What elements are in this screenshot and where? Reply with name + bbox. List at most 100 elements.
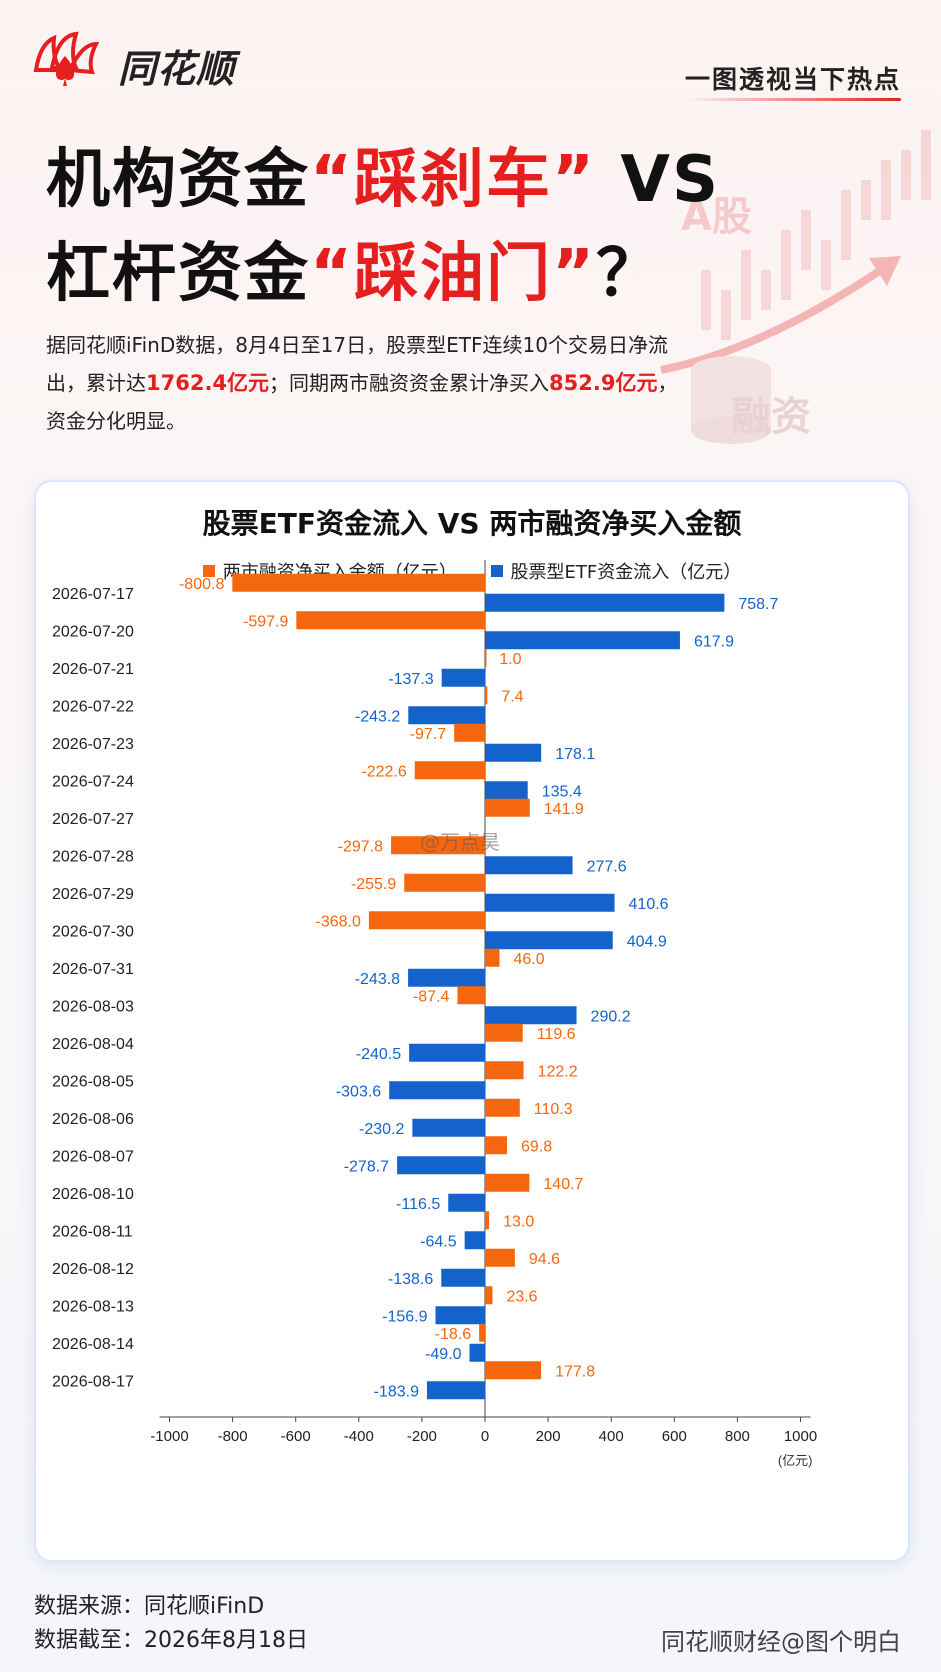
margin-bar xyxy=(485,1248,515,1267)
chart-title: 股票ETF资金流入 VS 两市融资净买入金额 xyxy=(202,507,742,540)
margin-bar xyxy=(485,1211,490,1230)
headline-2-prefix: 杠杆资金 xyxy=(46,237,310,311)
category-label: 2026-07-30 xyxy=(52,923,134,940)
x-tick-label: 200 xyxy=(536,1428,561,1445)
category-label: 2026-07-27 xyxy=(52,811,134,828)
margin-bar xyxy=(368,911,485,930)
etf-bar xyxy=(485,1006,577,1025)
chart-card: 股票ETF资金流入 VS 两市融资净买入金额 两市融资净买入金额（亿元） 股票型… xyxy=(34,480,910,1562)
x-tick-label: 800 xyxy=(725,1428,750,1445)
margin-value-label: -297.8 xyxy=(338,838,383,855)
category-label: 2026-08-13 xyxy=(52,1298,134,1315)
a-share-decor-text: A股 xyxy=(681,194,752,240)
margin-value-label: 141.9 xyxy=(544,801,584,818)
legend-swatch-orange xyxy=(202,565,215,577)
category-label: 2026-08-11 xyxy=(52,1223,133,1240)
x-tick-label: 400 xyxy=(599,1428,624,1445)
margin-value-label: 46.0 xyxy=(514,951,545,968)
watermark: @万点昊 xyxy=(420,830,500,854)
etf-bar xyxy=(485,743,542,762)
margin-bar xyxy=(454,723,485,742)
headline-2-suffix: ？ xyxy=(596,237,663,311)
etf-value-label: -156.9 xyxy=(382,1308,427,1325)
category-label: 2026-07-21 xyxy=(52,661,134,678)
intro-text-2: ；同期两市融资资金累计净买入 xyxy=(269,371,550,395)
x-tick-label: -600 xyxy=(281,1428,311,1445)
category-label: 2026-07-23 xyxy=(52,736,134,753)
headline-1-prefix: 机构资金 xyxy=(46,143,310,217)
category-label: 2026-07-24 xyxy=(52,773,134,790)
etf-bar xyxy=(469,1343,485,1362)
margin-bar xyxy=(485,1286,493,1305)
margin-bar xyxy=(479,1323,485,1342)
category-label: 2026-07-22 xyxy=(52,698,134,715)
margin-value-label: -597.9 xyxy=(243,613,288,630)
intro-text-3: ，资金分化明显。 xyxy=(46,371,678,433)
margin-value-label: -800.8 xyxy=(179,576,224,593)
headline-1-suffix: VS xyxy=(596,143,721,217)
intro-paragraph: 据同花顺iFinD数据，8月4日至17日，股票型ETF连续10个交易日净流出，累… xyxy=(46,326,686,440)
etf-bar xyxy=(412,1118,485,1137)
margin-value-label: -368.0 xyxy=(316,913,361,930)
margin-bar xyxy=(485,1023,523,1042)
margin-value-label: -97.7 xyxy=(410,726,447,743)
etf-value-label: -243.2 xyxy=(355,708,400,725)
etf-value-label: 178.1 xyxy=(555,746,595,763)
etf-bar xyxy=(485,893,615,912)
slogan-underline xyxy=(686,98,901,101)
category-label: 2026-07-17 xyxy=(52,586,134,603)
margin-bar xyxy=(404,873,485,892)
margin-value-label: 1.0 xyxy=(499,651,521,668)
category-label: 2026-07-31 xyxy=(52,961,134,978)
category-label: 2026-08-06 xyxy=(52,1111,134,1128)
etf-bar xyxy=(485,856,573,875)
margin-value-label: 7.4 xyxy=(501,688,523,705)
slogan: 一图透视当下热点 xyxy=(684,65,901,94)
etf-value-label: -240.5 xyxy=(356,1046,401,1063)
etf-bar xyxy=(485,593,725,612)
etf-value-label: -116.5 xyxy=(396,1196,440,1213)
headline-1-highlight: “踩刹车” xyxy=(310,143,597,217)
etf-value-label: -278.7 xyxy=(344,1158,389,1175)
data-source: 数据来源：同花顺iFinD xyxy=(34,1594,265,1619)
margin-bar xyxy=(485,1061,524,1080)
legend-label-etf: 股票型ETF资金流入（亿元） xyxy=(510,562,742,583)
etf-bar xyxy=(485,631,680,650)
margin-bar xyxy=(485,1173,530,1192)
etf-value-label: -230.2 xyxy=(359,1121,404,1138)
etf-value-label: 277.6 xyxy=(587,858,627,875)
category-label: 2026-08-17 xyxy=(52,1373,134,1390)
margin-buy-total: 852.9亿元 xyxy=(549,371,658,395)
x-tick-label: 0 xyxy=(481,1428,489,1445)
margin-bar xyxy=(485,648,487,667)
margin-bar xyxy=(391,836,485,855)
etf-value-label: 404.9 xyxy=(627,933,667,950)
category-label: 2026-08-07 xyxy=(52,1148,134,1165)
etf-value-label: -49.0 xyxy=(425,1346,462,1363)
margin-value-label: 119.6 xyxy=(537,1026,576,1043)
legend-item-etf: 股票型ETF资金流入（亿元） xyxy=(490,558,742,584)
etf-value-label: -243.8 xyxy=(355,971,400,988)
etf-bar xyxy=(435,1306,485,1325)
margin-bar xyxy=(485,1136,508,1155)
etf-bar xyxy=(408,968,485,987)
x-tick-label: 1000 xyxy=(784,1428,817,1445)
margin-bar xyxy=(414,761,485,780)
etf-value-label: 617.9 xyxy=(694,633,734,650)
etf-bar xyxy=(408,706,485,725)
category-label: 2026-08-03 xyxy=(52,998,134,1015)
category-label: 2026-08-14 xyxy=(52,1336,134,1353)
margin-value-label: 23.6 xyxy=(506,1288,537,1305)
margin-bar xyxy=(485,1098,520,1117)
margin-value-label: -222.6 xyxy=(361,763,406,780)
margin-bar xyxy=(457,986,485,1005)
margin-decor-text: 融资 xyxy=(731,394,811,440)
etf-value-label: 290.2 xyxy=(591,1008,631,1025)
etf-value-label: -303.6 xyxy=(336,1083,381,1100)
headline-line-1: 机构资金“踩刹车” VS xyxy=(46,128,720,220)
stock-chart-decoration-icon: A股 融资 xyxy=(660,130,931,444)
margin-value-label: -18.6 xyxy=(435,1326,472,1343)
etf-bar xyxy=(464,1231,485,1250)
etf-bar xyxy=(485,931,613,950)
x-unit-label: (亿元) xyxy=(778,1453,813,1468)
